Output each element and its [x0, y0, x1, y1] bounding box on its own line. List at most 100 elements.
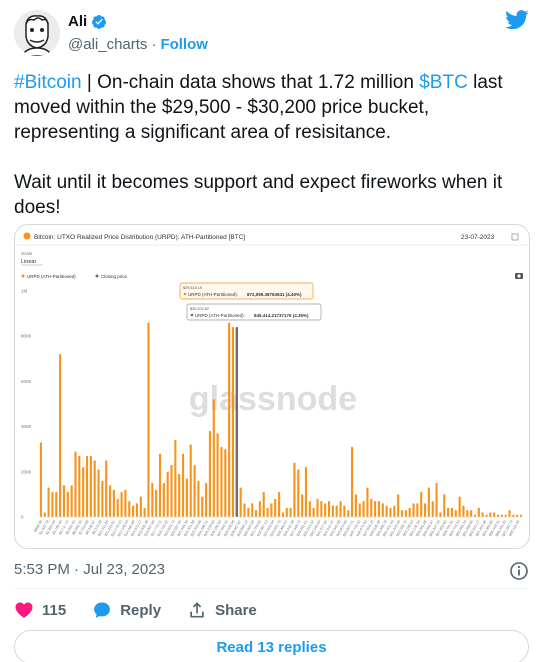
bar[interactable] [335, 505, 338, 517]
bar[interactable] [473, 514, 477, 517]
bar[interactable] [155, 489, 158, 517]
avatar[interactable] [14, 10, 60, 56]
bar[interactable] [170, 465, 173, 517]
bar[interactable] [400, 510, 404, 517]
bar[interactable] [262, 492, 265, 517]
bar[interactable] [393, 505, 396, 517]
bar[interactable] [389, 507, 392, 517]
bar[interactable] [162, 483, 165, 517]
bar[interactable] [139, 496, 142, 517]
bar[interactable] [70, 485, 73, 517]
bar[interactable] [327, 501, 331, 517]
bar[interactable] [128, 501, 131, 517]
bar[interactable] [301, 494, 304, 517]
share-button[interactable]: Share [187, 600, 257, 620]
bar[interactable] [462, 505, 465, 517]
bar[interactable] [489, 512, 492, 517]
bar[interactable] [339, 501, 342, 517]
bar[interactable] [39, 442, 42, 517]
bar[interactable] [466, 510, 469, 517]
bar[interactable] [270, 503, 273, 517]
bar[interactable] [266, 507, 269, 517]
bar[interactable] [120, 492, 123, 517]
bar[interactable] [512, 514, 515, 517]
bar[interactable] [85, 455, 89, 517]
bar[interactable] [174, 440, 177, 517]
expand-icon[interactable] [511, 233, 519, 241]
bar[interactable] [404, 510, 407, 517]
bar[interactable] [74, 451, 77, 517]
bar[interactable] [324, 503, 327, 517]
bar[interactable] [289, 507, 292, 517]
bar[interactable] [78, 455, 81, 517]
bar[interactable] [181, 453, 185, 517]
bar[interactable] [254, 510, 258, 517]
bar[interactable] [112, 489, 115, 517]
bar[interactable] [331, 505, 334, 517]
bar[interactable] [504, 514, 507, 517]
bar[interactable] [320, 501, 323, 517]
bar[interactable] [47, 487, 50, 517]
bar[interactable] [377, 501, 381, 517]
twitter-bird-icon[interactable] [505, 10, 529, 30]
bar[interactable] [347, 510, 350, 517]
tweet-timestamp[interactable]: 5:53 PM · Jul 23, 2023 [14, 561, 165, 578]
hashtag-link[interactable]: #Bitcoin [14, 72, 82, 93]
bar[interactable] [470, 510, 473, 517]
bar[interactable] [243, 503, 246, 517]
bar[interactable] [374, 501, 377, 517]
bar[interactable] [124, 489, 127, 517]
bar[interactable] [496, 514, 500, 517]
bar[interactable] [62, 485, 66, 517]
bar[interactable] [450, 507, 453, 517]
author-name[interactable]: Ali [68, 13, 88, 30]
bar[interactable] [247, 507, 250, 517]
bar[interactable] [220, 446, 223, 517]
bar[interactable] [297, 469, 300, 517]
bar[interactable] [443, 494, 446, 517]
bar[interactable] [343, 505, 346, 517]
bar[interactable] [135, 503, 139, 517]
bar[interactable] [166, 471, 169, 517]
bar[interactable] [439, 512, 442, 517]
bar[interactable] [316, 498, 319, 517]
bar[interactable] [97, 469, 100, 517]
author-handle[interactable]: @ali_charts [68, 36, 148, 53]
bar[interactable] [285, 507, 288, 517]
bar[interactable] [143, 507, 146, 517]
bar[interactable] [366, 487, 369, 517]
bar[interactable] [293, 462, 296, 517]
camera-icon[interactable] [515, 273, 523, 279]
bar[interactable] [435, 483, 438, 517]
bar[interactable] [109, 485, 112, 517]
bar[interactable] [158, 453, 162, 517]
bar[interactable] [185, 478, 188, 517]
bar[interactable] [59, 354, 62, 517]
tweet-media-chart[interactable]: Bitcoin: UTXO Realized Price Distributio… [14, 224, 530, 549]
bar[interactable] [447, 507, 450, 517]
bar[interactable] [427, 487, 430, 517]
bar[interactable] [278, 492, 281, 517]
reply-button[interactable]: Reply [92, 600, 161, 620]
follow-button[interactable]: Follow [160, 36, 208, 53]
bar[interactable] [43, 512, 46, 517]
bar[interactable] [485, 514, 488, 517]
bar[interactable] [423, 503, 427, 517]
bar[interactable] [105, 460, 108, 518]
bar[interactable] [197, 480, 200, 517]
bar[interactable] [251, 503, 254, 517]
bar[interactable] [82, 467, 85, 517]
bar[interactable] [151, 483, 154, 517]
bar[interactable] [385, 505, 388, 517]
info-icon[interactable] [509, 561, 529, 581]
bar[interactable] [516, 514, 519, 517]
bar[interactable] [454, 510, 457, 517]
bar[interactable] [381, 503, 384, 517]
bar[interactable] [51, 492, 54, 517]
bar[interactable] [66, 492, 69, 517]
bar[interactable] [520, 514, 523, 517]
scale-select[interactable]: Linear [21, 259, 36, 265]
bar[interactable] [216, 433, 219, 517]
bar[interactable] [224, 449, 227, 517]
bar[interactable] [416, 503, 419, 517]
